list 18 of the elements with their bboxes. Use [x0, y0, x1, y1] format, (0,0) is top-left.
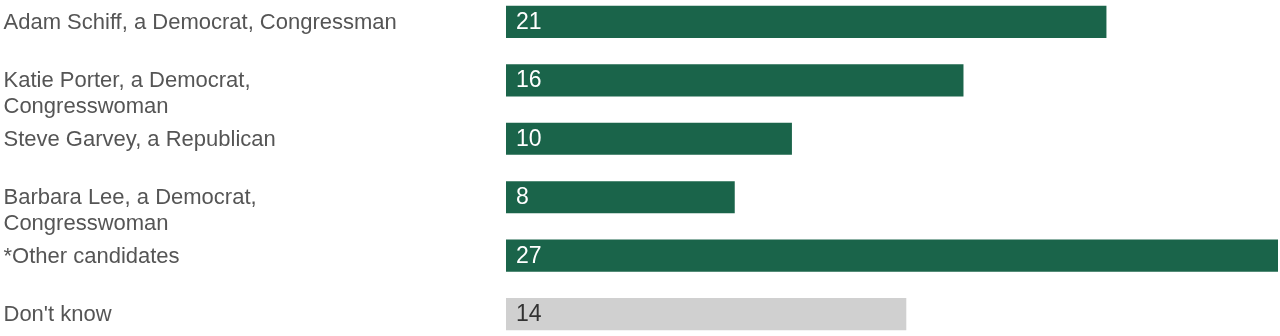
y-tick-label: Katie Porter, a Democrat, Congresswoman: [3, 67, 251, 119]
y-tick-label: Adam Schiff, a Democrat, Congressman: [3, 8, 397, 34]
bar: [506, 298, 907, 331]
y-tick-label: Don't know: [3, 301, 112, 327]
y-tick-label: Barbara Lee, a Democrat, Congresswoman: [3, 184, 257, 236]
data-label: 21: [516, 7, 542, 34]
bar: [506, 64, 964, 97]
data-label: 8: [516, 183, 529, 210]
bar: [506, 181, 735, 214]
bar: [506, 239, 1278, 272]
bar: [506, 5, 1107, 38]
data-label: 14: [516, 300, 542, 327]
y-tick-label: Steve Garvey, a Republican: [3, 125, 276, 151]
bar: [506, 122, 792, 155]
data-label: 10: [516, 124, 542, 151]
y-tick-label: *Other candidates: [3, 242, 180, 268]
data-label: 16: [516, 66, 542, 93]
data-label: 27: [516, 241, 542, 268]
